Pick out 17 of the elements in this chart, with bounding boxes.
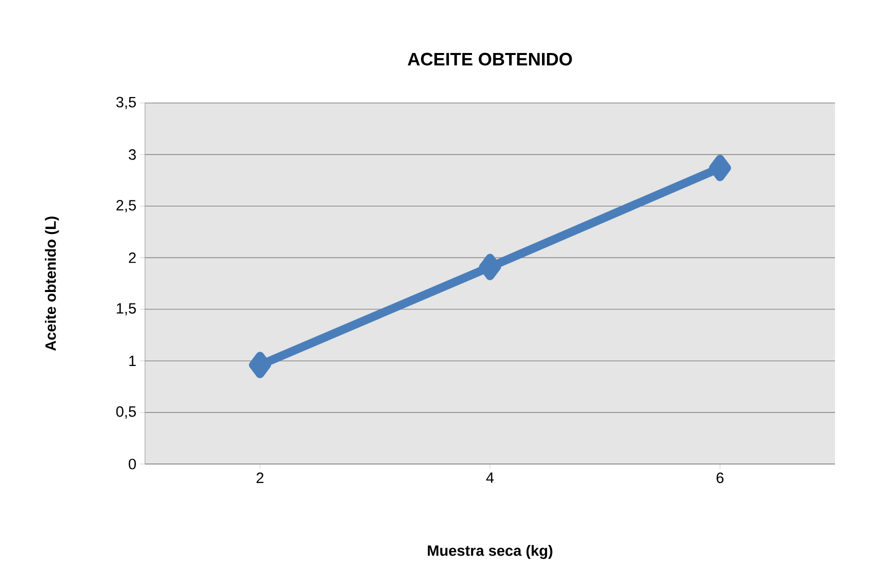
y-tick-label: 2 xyxy=(128,252,136,263)
point xyxy=(249,352,271,378)
y-tick-label: 1 xyxy=(129,356,136,366)
x-tick-label: 4 xyxy=(486,472,494,483)
y-tick-label: 3,5 xyxy=(116,96,136,110)
y-tick-label: 0 xyxy=(128,458,136,470)
y-tick-label: 1,5 xyxy=(116,303,136,316)
point xyxy=(479,254,501,280)
x-tick-label: 6 xyxy=(716,472,724,484)
y-tick-label: 0,5 xyxy=(116,406,136,419)
x-tick-label: 2 xyxy=(256,472,264,483)
y-tick-label: 2,5 xyxy=(116,200,136,212)
y-axis-title: Aceite obtenido (L) xyxy=(44,216,59,351)
x-axis-title: Muestra seca (kg) xyxy=(428,544,552,559)
chart-title: ACEITE OBTENIDO xyxy=(408,52,572,66)
y-tick-label: 3 xyxy=(128,149,136,160)
point xyxy=(709,154,731,182)
